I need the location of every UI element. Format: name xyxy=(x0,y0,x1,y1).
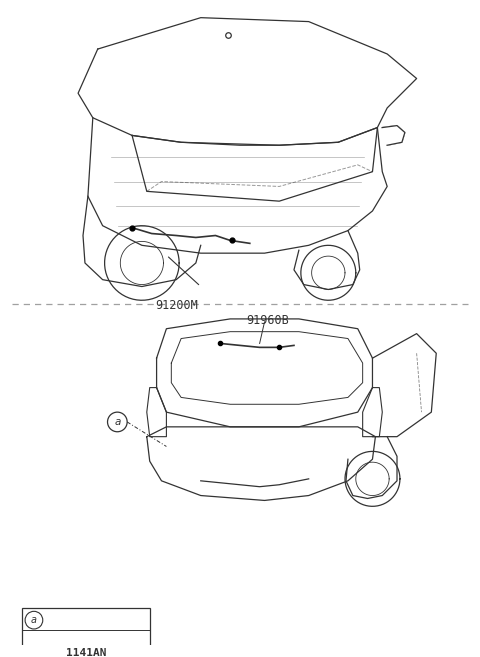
Polygon shape xyxy=(382,125,405,145)
Text: a: a xyxy=(31,615,37,625)
Text: a: a xyxy=(114,417,120,427)
FancyBboxPatch shape xyxy=(22,608,150,657)
Text: 91200M: 91200M xyxy=(155,300,198,312)
Text: 91960B: 91960B xyxy=(246,314,289,327)
Text: 1141AN: 1141AN xyxy=(66,648,106,657)
